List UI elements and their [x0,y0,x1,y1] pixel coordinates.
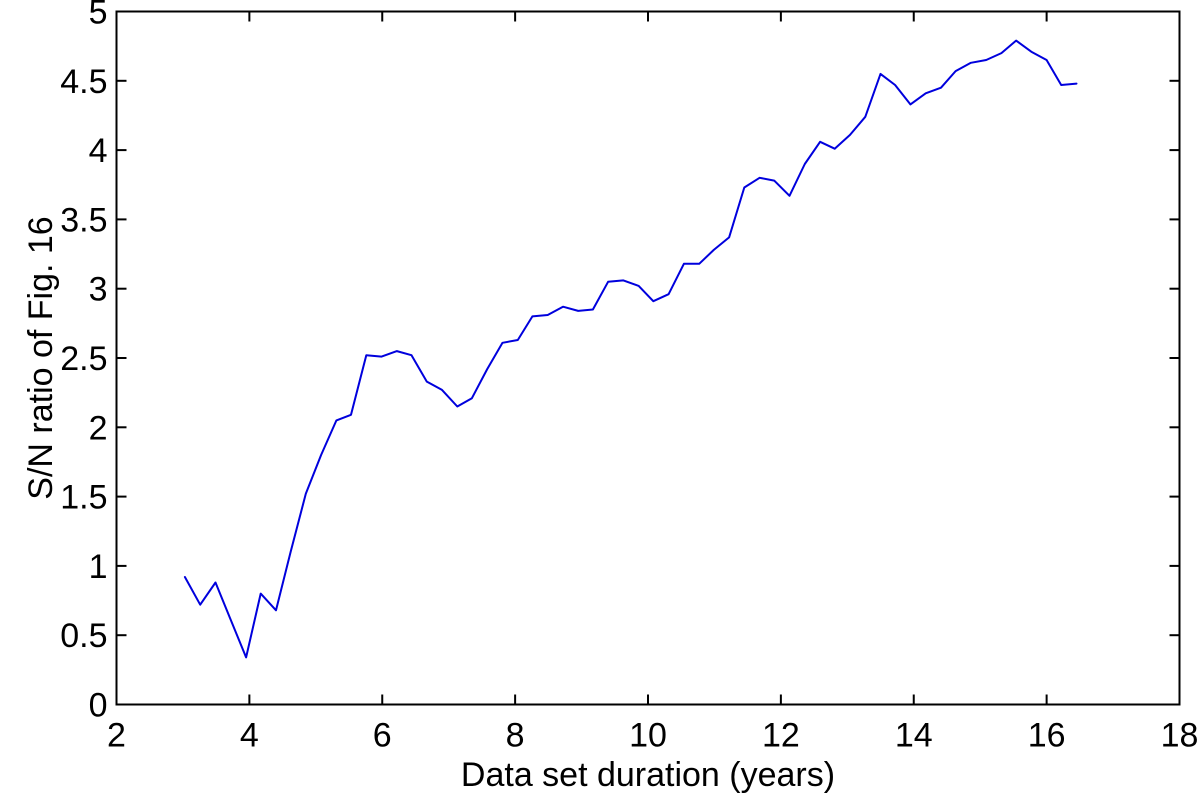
data-line [183,39,1078,659]
x-tick-label: 18 [1161,717,1199,755]
x-axis-label: Data set duration (years) [461,756,835,794]
y-tick-label: 3.5 [60,201,107,239]
y-tick-label: 1 [89,548,108,586]
y-tick-label: 2.5 [60,340,107,378]
x-tick-label: 6 [373,717,392,755]
axis-ticks-layer [115,10,1181,706]
y-axis-label: S/N ratio of Fig. 16 [22,216,60,499]
x-tick-label: 14 [895,717,933,755]
y-tick-label: 0 [89,687,108,725]
y-tick-label: 4 [89,132,108,170]
x-tick-label: 8 [506,717,525,755]
y-tick-label: 5 [89,0,108,32]
x-tick-label: 16 [1028,717,1066,755]
plot-box [115,10,1181,706]
y-tick-label: 4.5 [60,63,107,101]
tick-labels-layer: 2 4 6 8 10 12 14 16 18 0 0.5 1 1.5 2 2.5 3 3.5 4 4.5 5 [60,0,1198,755]
x-tick-label: 10 [629,717,667,755]
y-tick-label: 2 [89,409,108,447]
y-tick-label: 1.5 [60,479,107,517]
y-tick-label: 0.5 [60,617,107,655]
y-tick-label: 3 [89,271,108,309]
data-series-layer [183,39,1078,659]
x-tick-label: 4 [240,717,259,755]
x-tick-label: 2 [107,717,126,755]
x-tick-label: 12 [762,717,800,755]
